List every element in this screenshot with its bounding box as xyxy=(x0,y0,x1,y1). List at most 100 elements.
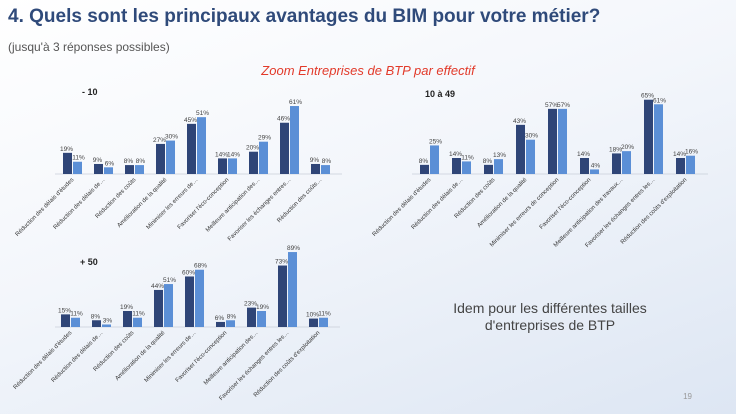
data-label: 8% xyxy=(227,313,237,320)
bar-s1 xyxy=(154,289,163,327)
data-label: 23% xyxy=(244,301,257,308)
data-label: 19% xyxy=(120,304,133,311)
data-label: 8% xyxy=(124,158,134,165)
category-label: Meilleure anticipation des… xyxy=(205,177,261,233)
bar-s1 xyxy=(247,307,256,327)
bar-s1 xyxy=(185,276,194,327)
data-label: 19% xyxy=(60,146,73,153)
data-label: 16% xyxy=(685,149,698,156)
data-label: 46% xyxy=(277,116,290,123)
bar-s1 xyxy=(216,321,225,327)
category-label: Minimiser les erreurs de… xyxy=(146,177,200,231)
bar-s2 xyxy=(558,108,567,174)
chart-svg-large: 15% 11%Réduction des délais d'études8%3%R… xyxy=(13,245,340,402)
category-label: Minimiser les erreurs de… xyxy=(144,330,198,384)
data-label: 29% xyxy=(258,135,271,142)
bar-s2 xyxy=(462,161,471,174)
chart-small-companies: 19% 11% Réduction des délais d'études 9% 6% R… xyxy=(15,80,345,242)
chart-title-small: - 10 xyxy=(82,87,98,97)
chart-large-companies: 15% 11% Réduction des délais d'études 8% 3% R… xyxy=(13,238,345,403)
data-label: 4% xyxy=(591,162,601,169)
data-label: 20% xyxy=(246,145,259,152)
data-label: 11% xyxy=(132,311,145,318)
category-label: Réduction des coûts d'exploitation xyxy=(620,177,689,246)
page-number: 19 xyxy=(683,392,692,401)
bar-s2 xyxy=(102,324,111,327)
bar-s1 xyxy=(63,152,72,174)
data-label: 18% xyxy=(609,146,622,153)
bar-s2 xyxy=(73,161,82,174)
bar-s2 xyxy=(494,159,503,174)
data-label: 44% xyxy=(151,283,164,290)
data-label: 10% xyxy=(306,312,319,319)
category-label: Favoriser l'éco-conception xyxy=(175,330,229,384)
data-label: 65% xyxy=(641,93,654,100)
bar-s2 xyxy=(622,151,631,174)
bar-s2 xyxy=(288,252,297,327)
data-label: 30% xyxy=(525,133,538,140)
data-label: 61% xyxy=(653,97,666,104)
data-label: 6% xyxy=(215,315,225,322)
bar-s2 xyxy=(290,106,299,174)
data-label: 11% xyxy=(461,154,474,161)
data-label: 57% xyxy=(557,102,570,109)
data-label: 43% xyxy=(513,118,526,125)
bar-s2 xyxy=(164,284,173,327)
bar-s1 xyxy=(420,164,429,174)
bar-s2 xyxy=(430,145,439,174)
bar-s1 xyxy=(676,158,685,174)
category-label: Amélioration de la qualité xyxy=(117,177,169,229)
category-label: Réduction des délais de… xyxy=(51,330,105,384)
category-label: Réduction des délais d'études xyxy=(15,177,76,238)
chart-title-medium: 10 à 49 xyxy=(425,89,456,99)
bar-s2 xyxy=(228,158,237,174)
data-label: 73% xyxy=(275,259,288,266)
zoom-title: Zoom Entreprises de BTP par effectif xyxy=(261,63,475,78)
bar-s2 xyxy=(526,139,535,174)
bar-s1 xyxy=(516,124,525,174)
bar-s2 xyxy=(195,269,204,327)
data-label: 61% xyxy=(289,99,302,106)
page-subtitle: (jusqu'à 3 réponses possibles) xyxy=(8,40,170,54)
category-label: Favoriser l'éco-conception xyxy=(177,177,231,231)
bar-s1 xyxy=(548,108,557,174)
data-label: 51% xyxy=(196,110,209,117)
bar-s1 xyxy=(125,165,134,174)
bar-s2 xyxy=(319,317,328,327)
category-label: Réduction des coûts d'exploitation xyxy=(253,330,322,399)
bar-s1 xyxy=(94,163,103,174)
bar-s1 xyxy=(278,265,287,327)
data-label: 25% xyxy=(429,138,442,145)
category-label: Amélioration de la qualité xyxy=(115,330,167,382)
bar-s1 xyxy=(61,314,70,327)
bar-s2 xyxy=(133,317,142,327)
bar-s2 xyxy=(197,117,206,174)
category-label: Réduction des délais d'études xyxy=(13,330,74,391)
bar-s1 xyxy=(452,158,461,174)
data-label: 30% xyxy=(165,134,178,141)
data-label: 13% xyxy=(493,152,506,159)
bar-s1 xyxy=(309,318,318,327)
bar-s2 xyxy=(257,311,266,327)
bar-s2 xyxy=(226,320,235,327)
data-label: 14% xyxy=(673,151,686,158)
bar-s1 xyxy=(92,320,101,327)
data-label: 8% xyxy=(136,158,146,165)
note-text: Idem pour les différentes tailles d'entr… xyxy=(453,300,647,333)
bar-s1 xyxy=(311,163,320,174)
category-label: Réduction des délais de… xyxy=(53,177,107,231)
data-label: 89% xyxy=(287,245,300,252)
data-label: 8% xyxy=(322,158,332,165)
data-label: 9% xyxy=(93,157,103,164)
data-label: 6% xyxy=(105,160,115,167)
bar-s1 xyxy=(249,151,258,174)
page-title: 4. Quels sont les principaux avantages d… xyxy=(8,6,601,27)
data-label: 8% xyxy=(483,158,493,165)
category-label: Réduction des délais de… xyxy=(411,177,465,231)
data-label: 11% xyxy=(318,311,331,318)
data-label: 11% xyxy=(72,155,85,162)
bar-s2 xyxy=(71,317,80,327)
data-label: 9% xyxy=(310,157,320,164)
